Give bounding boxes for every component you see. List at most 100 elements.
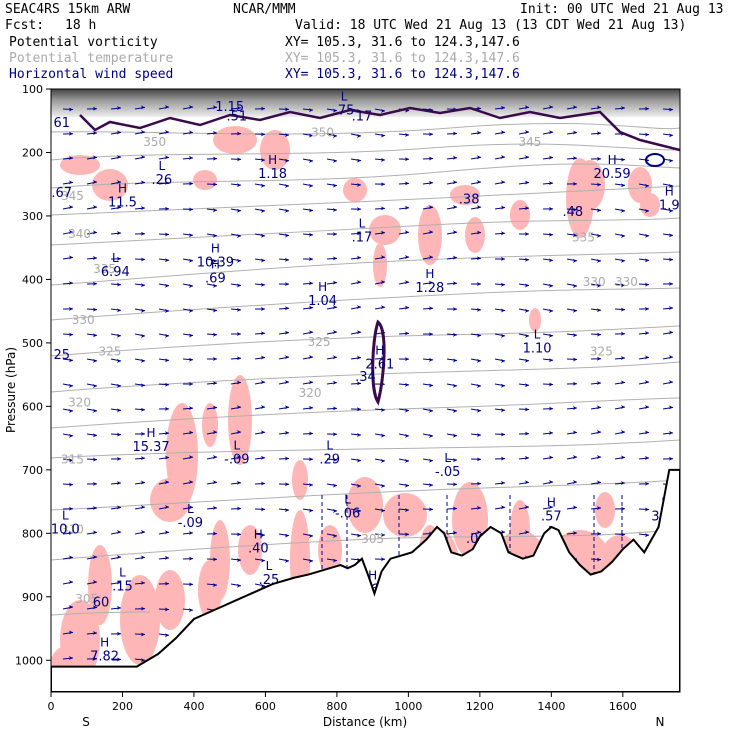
wind-vector-head (669, 380, 673, 385)
forecast-hour: 18 h (65, 18, 97, 33)
wind-vector-head (93, 555, 97, 560)
wind-vector-head (333, 508, 337, 513)
wind-vector-head (165, 555, 169, 560)
model-title: SEAC4RS 15km ARW (5, 2, 131, 17)
wind-vector-head (621, 355, 625, 360)
theta-label: 345 (61, 189, 84, 203)
wind-vector-head (93, 481, 97, 486)
wind-vector-head (93, 580, 97, 585)
wind-vector-head (117, 205, 121, 210)
x-tick-label: 1400 (537, 700, 565, 713)
wind-vector-head (381, 433, 385, 438)
wind-vector-head (645, 507, 649, 512)
wind-vector-head (549, 232, 553, 237)
pv-contours (79, 106, 680, 406)
forecast-label: Fcst: (5, 18, 45, 33)
wind-vector-head (93, 155, 97, 160)
wind-vector-head (429, 156, 433, 161)
wind-speed-shade (238, 525, 262, 575)
wind-vector-head (549, 181, 553, 186)
wind-extremum-value: 1.28 (415, 281, 444, 296)
wind-speed-shade (465, 217, 485, 253)
wind-extremum-value: -.09 (178, 516, 203, 531)
wind-extremum-value: 10.0 (51, 522, 80, 537)
wind-vector-head (429, 132, 433, 137)
wind-vector-head (453, 358, 457, 363)
wind-vector-head (237, 405, 241, 410)
wind-vector-head (141, 383, 145, 388)
wind-vector-head (165, 431, 169, 436)
wind-vector-head (237, 131, 241, 136)
wind-vector-head (309, 108, 313, 113)
wind-vector-head (213, 505, 217, 510)
wind-vector-head (549, 480, 553, 485)
wind-vector-head (525, 308, 529, 313)
wind-vector-head (405, 357, 409, 362)
wind-vector-head (93, 205, 97, 210)
wind-vector-head (69, 230, 73, 235)
wind-vector-head (357, 133, 361, 138)
wind-vector-head (69, 131, 73, 136)
wind-extremum-value: 1.15 (215, 100, 244, 115)
wind-vector-head (189, 430, 193, 435)
wind-vector-head (237, 157, 241, 162)
wind-vector-head (285, 282, 289, 287)
x-tick-label: 800 (326, 700, 347, 713)
wind-vector-head (117, 256, 121, 261)
wind-vector-head (597, 557, 601, 562)
x-tick-label: 0 (48, 700, 55, 713)
wind-vector-head (645, 183, 649, 188)
wind-vector-head (357, 280, 361, 285)
wind-vector-head (117, 505, 121, 510)
wind-vector-head (213, 430, 217, 435)
wind-vector-head (285, 558, 289, 563)
wind-vector-head (453, 230, 457, 235)
wind-extremum-marker: H (147, 426, 156, 440)
wind-vector-head (117, 383, 121, 388)
wind-vector-head (213, 405, 217, 410)
wind-vector-head (165, 382, 169, 387)
wind-vector-head (573, 505, 577, 510)
wind-vector-head (549, 155, 553, 160)
wind-vector-head (477, 383, 481, 388)
wind-extremum-marker: H (318, 280, 327, 294)
wind-extremum-value: .34 (355, 370, 376, 385)
wind-vector-head (405, 255, 409, 260)
wind-vector-head (165, 130, 169, 135)
wind-vector-head (501, 155, 505, 160)
end-label-right: N (656, 715, 665, 729)
wind-vector-head (261, 355, 265, 360)
wind-vector-head (477, 481, 481, 486)
y-tick-label: 900 (22, 591, 43, 604)
wind-vector-head (309, 281, 313, 286)
wind-vector-head (141, 105, 145, 110)
wind-vector-head (309, 133, 313, 138)
wind-vector-head (189, 155, 193, 160)
wind-extremum-marker: H (211, 258, 220, 272)
wind-vector-head (237, 532, 241, 537)
wind-vector-head (621, 331, 625, 336)
wind-vector-head (549, 258, 553, 263)
wind-vector-head (69, 107, 73, 112)
wind-vector-head (453, 332, 457, 337)
wind-vector-head (117, 605, 121, 610)
theta-contour (51, 287, 680, 321)
wind-vector-head (285, 158, 289, 163)
wind-extremum-value: 1.04 (308, 294, 337, 309)
wind-vector-head (261, 380, 265, 385)
wind-extremum-value: .51 (226, 110, 247, 125)
wind-vector-head (189, 608, 193, 613)
wind-extremum-marker: L (187, 502, 194, 516)
wind-extremum-marker: H (211, 242, 220, 256)
wind-vector-head (237, 380, 241, 385)
wind-vector-head (477, 282, 481, 287)
wind-vector-head (93, 307, 97, 312)
wind-vector-head (549, 406, 553, 411)
wind-vector-head (141, 456, 145, 461)
plot-frame (50, 88, 681, 693)
wind-vector-head (477, 530, 481, 535)
wind-vector-head (117, 155, 121, 160)
wind-vector-head (453, 482, 457, 487)
wind-vector-head (669, 233, 673, 238)
wind-vector-head (93, 130, 97, 135)
